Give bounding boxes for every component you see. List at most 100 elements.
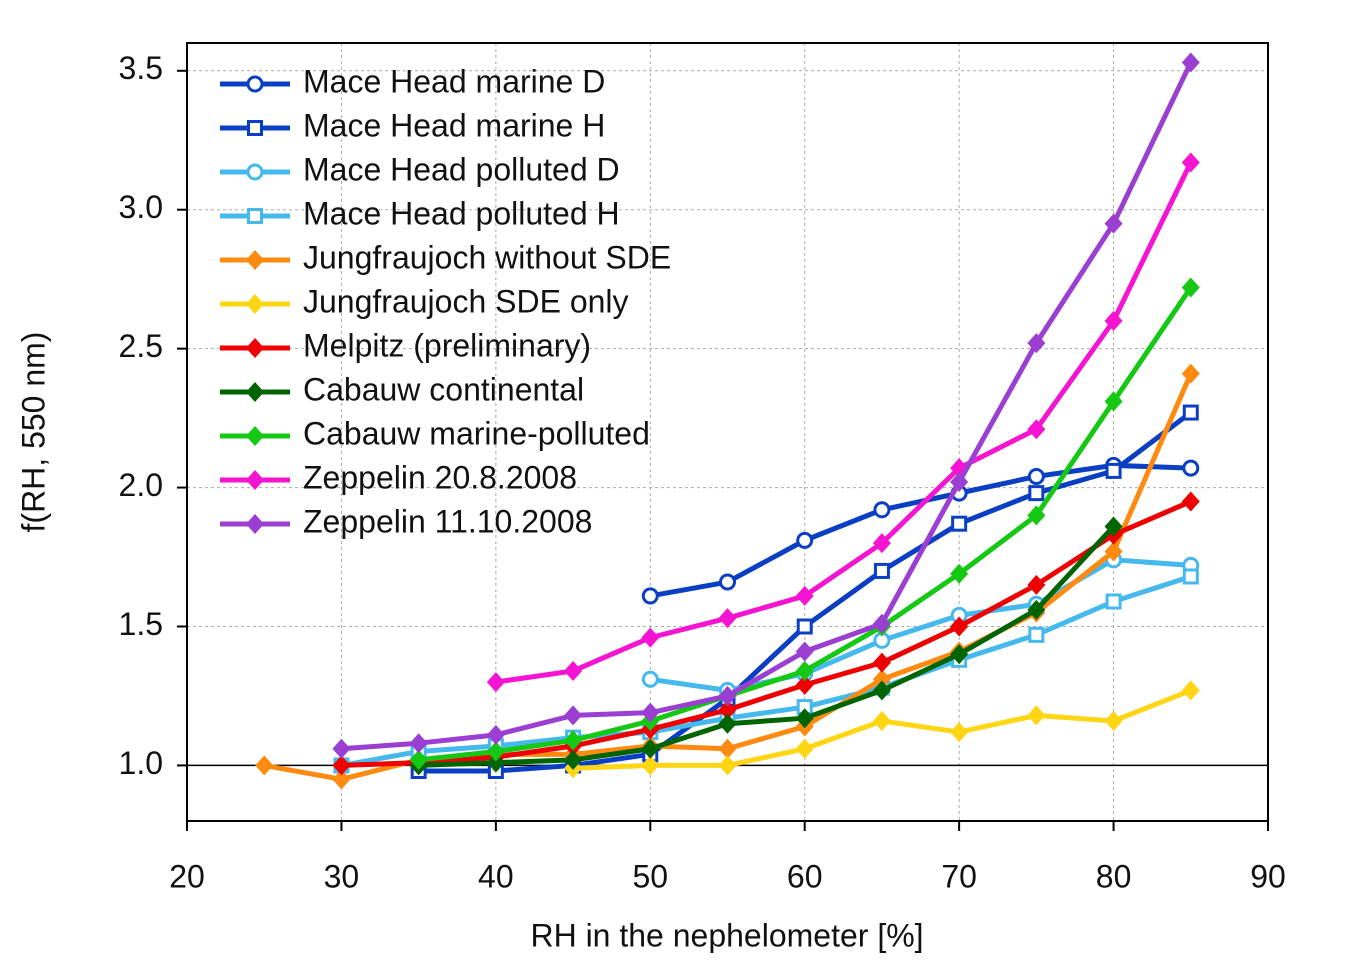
marker: [950, 644, 969, 665]
marker: [1027, 419, 1046, 440]
marker: [1027, 574, 1046, 595]
series-line: [341, 499, 1192, 768]
marker: [247, 208, 263, 224]
legend-label: Cabauw continental: [303, 371, 584, 407]
marker: [246, 250, 264, 270]
marker: [1182, 459, 1200, 477]
legend-label: Jungfraujoch SDE only: [303, 283, 629, 319]
marker: [641, 738, 660, 759]
y-axis-label: f(RH, 550 nm): [15, 332, 51, 533]
marker: [719, 573, 736, 591]
y-tick-label: 3.5: [119, 50, 163, 86]
series-line: [341, 61, 1194, 752]
marker: [486, 752, 505, 773]
x-tick-label: 40: [478, 858, 514, 894]
series-line: [495, 161, 1194, 685]
marker: [1027, 467, 1045, 485]
marker: [564, 660, 583, 681]
x-tick-label: 50: [632, 858, 668, 894]
marker: [332, 738, 351, 759]
marker: [950, 616, 969, 637]
marker: [718, 608, 737, 629]
legend-label: Zeppelin 11.10.2008: [303, 503, 592, 539]
marker: [950, 472, 969, 493]
legend-label: Jungfraujoch without SDE: [303, 239, 671, 275]
marker: [950, 563, 969, 584]
x-axis-label: RH in the nephelometer [%]: [530, 917, 923, 953]
marker: [246, 294, 264, 314]
marker: [718, 738, 737, 759]
marker: [246, 514, 264, 534]
marker: [1181, 52, 1200, 73]
marker: [1027, 333, 1046, 354]
marker: [1182, 568, 1199, 585]
marker: [718, 699, 737, 720]
marker: [246, 338, 264, 358]
marker: [1104, 541, 1123, 562]
marker: [950, 722, 969, 743]
marker: [795, 708, 814, 729]
marker: [1104, 391, 1123, 412]
marker: [1028, 485, 1045, 502]
series: [564, 680, 1200, 779]
marker: [795, 674, 814, 695]
y-tick-label: 2.0: [119, 467, 163, 503]
x-tick-label: 90: [1250, 858, 1286, 894]
marker: [641, 755, 660, 776]
y-tick-label: 1.0: [119, 745, 163, 781]
legend-label: Cabauw marine-polluted: [303, 415, 650, 451]
marker: [409, 733, 428, 754]
legend-label: Mace Head marine H: [303, 107, 605, 143]
x-tick-label: 60: [787, 858, 823, 894]
marker: [718, 755, 737, 776]
marker: [486, 724, 505, 745]
marker: [718, 685, 737, 706]
y-tick-label: 1.5: [119, 606, 163, 642]
marker: [1181, 680, 1200, 701]
marker: [1027, 505, 1046, 526]
marker: [718, 713, 737, 734]
marker: [795, 585, 814, 606]
marker: [872, 533, 891, 554]
marker: [1104, 710, 1123, 731]
marker: [332, 755, 351, 776]
marker: [873, 562, 890, 579]
marker: [1105, 462, 1122, 479]
y-tick-label: 3.0: [119, 189, 163, 225]
marker: [1104, 310, 1123, 331]
marker: [1181, 277, 1200, 298]
legend-label: Mace Head polluted D: [303, 151, 620, 187]
marker: [246, 426, 264, 446]
x-tick-label: 30: [324, 858, 360, 894]
marker: [872, 710, 891, 731]
marker: [1104, 213, 1123, 234]
marker: [1027, 599, 1046, 620]
series-line: [649, 462, 1191, 599]
marker: [246, 75, 264, 93]
marker: [1027, 705, 1046, 726]
marker: [641, 702, 660, 723]
series: [332, 52, 1200, 759]
marker: [872, 613, 891, 634]
marker: [795, 641, 814, 662]
marker: [951, 515, 968, 532]
legend-label: Mace Head marine D: [303, 63, 605, 99]
marker: [246, 382, 264, 402]
marker: [1028, 626, 1045, 643]
marker: [332, 769, 351, 790]
x-tick-label: 80: [1096, 858, 1132, 894]
marker: [872, 652, 891, 673]
marker: [796, 531, 814, 549]
series-line: [340, 574, 1192, 768]
marker: [1181, 363, 1200, 384]
marker: [255, 755, 274, 776]
marker: [872, 680, 891, 701]
marker: [872, 669, 891, 690]
marker: [486, 741, 505, 762]
marker: [564, 730, 583, 751]
marker: [486, 672, 505, 693]
legend-label: Zeppelin 20.8.2008: [303, 459, 577, 495]
x-tick-label: 70: [941, 858, 977, 894]
y-tick-label: 2.5: [119, 328, 163, 364]
